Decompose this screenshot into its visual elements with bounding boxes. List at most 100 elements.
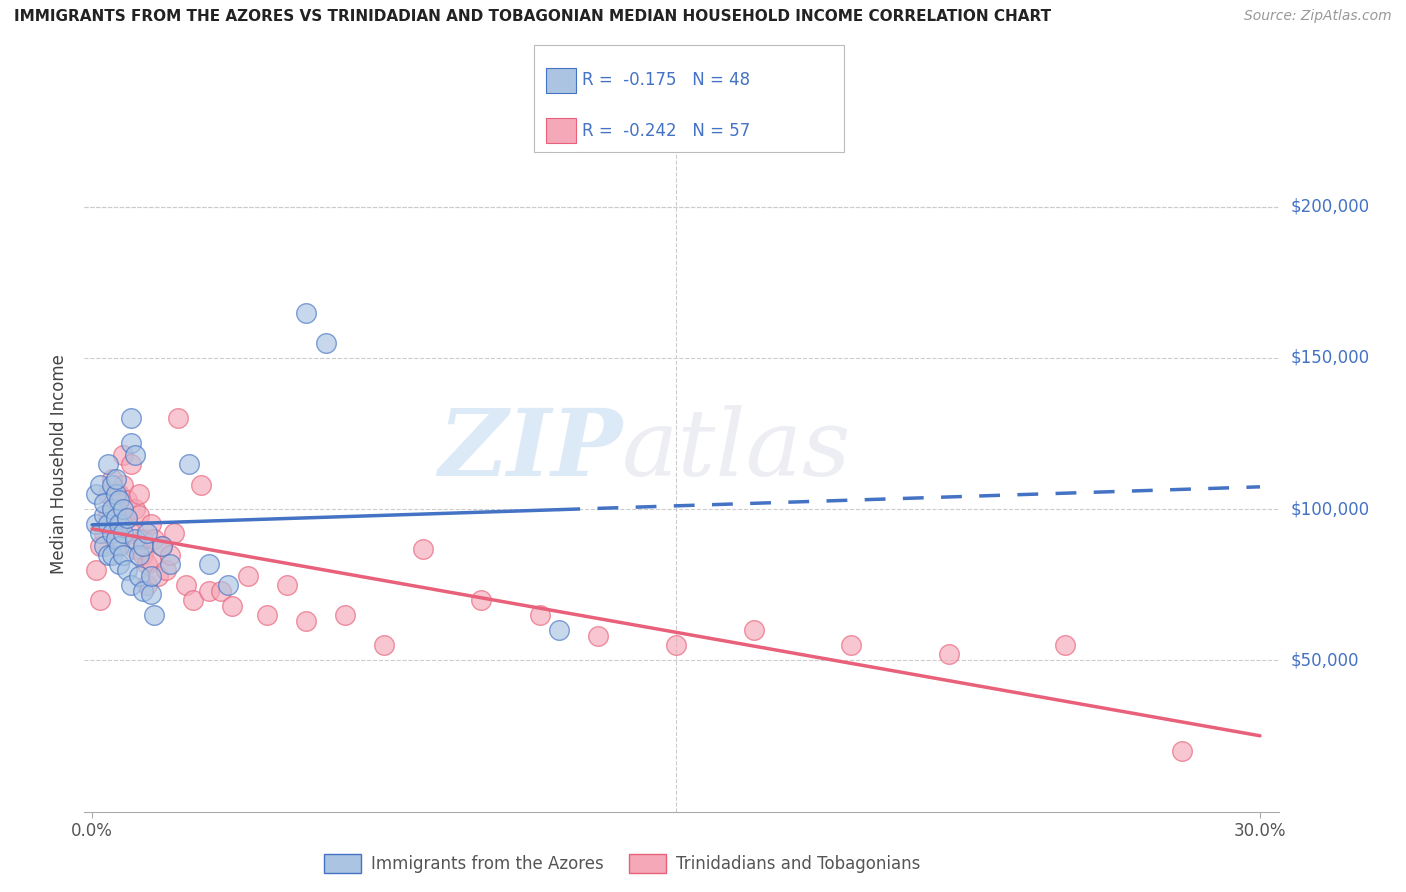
Point xyxy=(295,305,318,319)
Point xyxy=(139,554,162,568)
Legend: Immigrants from the Azores, Trinidadians and Tobagonians: Immigrants from the Azores, Trinidadians… xyxy=(318,847,927,880)
Point xyxy=(143,608,166,623)
Text: R =  -0.242   N = 57: R = -0.242 N = 57 xyxy=(582,121,751,139)
Point xyxy=(163,526,186,541)
Point xyxy=(120,435,142,450)
Point xyxy=(586,629,609,643)
Point xyxy=(335,608,357,623)
Point xyxy=(124,448,146,462)
Point xyxy=(97,457,120,471)
Point xyxy=(217,578,239,592)
Point xyxy=(198,557,221,571)
Point xyxy=(938,648,960,662)
Point xyxy=(84,487,107,501)
Point xyxy=(108,517,131,532)
Text: Source: ZipAtlas.com: Source: ZipAtlas.com xyxy=(1244,9,1392,23)
Point xyxy=(120,457,142,471)
Point xyxy=(190,478,212,492)
Point xyxy=(1171,744,1194,758)
Point xyxy=(100,478,122,492)
Point xyxy=(93,526,115,541)
Point xyxy=(104,502,127,516)
Point xyxy=(124,541,146,556)
Point xyxy=(179,457,201,471)
Point xyxy=(150,539,173,553)
Text: IMMIGRANTS FROM THE AZORES VS TRINIDADIAN AND TOBAGONIAN MEDIAN HOUSEHOLD INCOME: IMMIGRANTS FROM THE AZORES VS TRINIDADIA… xyxy=(14,9,1052,24)
Point xyxy=(89,593,111,607)
Point xyxy=(108,493,131,508)
Point xyxy=(112,502,135,516)
Point xyxy=(256,608,278,623)
Point xyxy=(112,526,135,541)
Point xyxy=(93,496,115,510)
Point xyxy=(132,539,155,553)
Point xyxy=(112,548,135,562)
Point xyxy=(150,539,173,553)
Point xyxy=(132,548,155,562)
Point xyxy=(839,638,862,652)
Point xyxy=(143,533,166,547)
Point xyxy=(128,568,150,582)
Point xyxy=(183,593,205,607)
Y-axis label: Median Household Income: Median Household Income xyxy=(51,354,69,574)
Point xyxy=(412,541,434,556)
Point xyxy=(124,533,146,547)
Point xyxy=(108,487,131,501)
Point xyxy=(665,638,688,652)
Point xyxy=(124,502,146,516)
Point xyxy=(198,583,221,598)
Point xyxy=(115,493,138,508)
Point xyxy=(89,478,111,492)
Point xyxy=(135,526,157,541)
Point xyxy=(115,511,138,525)
Point xyxy=(135,557,157,571)
Point xyxy=(221,599,243,613)
Point xyxy=(89,539,111,553)
Point xyxy=(104,539,127,553)
Point xyxy=(166,411,188,425)
Point xyxy=(100,548,122,562)
Point xyxy=(128,508,150,523)
Point xyxy=(139,568,162,582)
Text: R =  -0.175   N = 48: R = -0.175 N = 48 xyxy=(582,71,751,89)
Point xyxy=(120,526,142,541)
Point xyxy=(104,472,127,486)
Point xyxy=(128,487,150,501)
Point xyxy=(100,526,122,541)
Point xyxy=(97,487,120,501)
Point xyxy=(104,533,127,547)
Point xyxy=(236,568,259,582)
Point xyxy=(104,511,127,525)
Point xyxy=(155,563,177,577)
Point xyxy=(97,548,120,562)
Point xyxy=(93,508,115,523)
Point xyxy=(174,578,197,592)
Point xyxy=(108,517,131,532)
Point xyxy=(139,517,162,532)
Point xyxy=(108,539,131,553)
Point xyxy=(108,557,131,571)
Point xyxy=(93,539,115,553)
Point xyxy=(100,526,122,541)
Text: atlas: atlas xyxy=(621,405,852,495)
Point xyxy=(295,614,318,628)
Text: $200,000: $200,000 xyxy=(1291,198,1369,216)
Text: $50,000: $50,000 xyxy=(1291,651,1360,670)
Point xyxy=(276,578,298,592)
Point xyxy=(97,517,120,532)
Point xyxy=(100,502,122,516)
Point xyxy=(148,568,170,582)
Point xyxy=(115,511,138,525)
Point xyxy=(1054,638,1077,652)
Point xyxy=(120,578,142,592)
Point xyxy=(115,563,138,577)
Point xyxy=(135,578,157,592)
Point xyxy=(315,335,337,350)
Point xyxy=(120,411,142,425)
Text: $150,000: $150,000 xyxy=(1291,349,1369,367)
Point xyxy=(742,624,765,638)
Point xyxy=(97,508,120,523)
Text: $100,000: $100,000 xyxy=(1291,500,1369,518)
Point xyxy=(373,638,395,652)
Point xyxy=(159,557,181,571)
